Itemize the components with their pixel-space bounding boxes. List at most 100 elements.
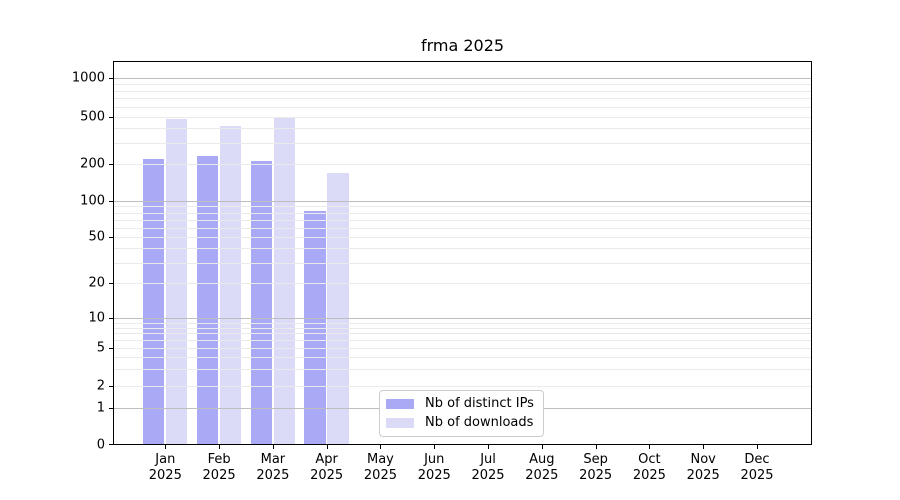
y-gridline-major: [114, 201, 811, 202]
y-gridline-minor: [114, 262, 811, 264]
y-gridline-major: [114, 318, 811, 319]
x-tick-year: 2025: [632, 468, 666, 483]
y-tick-mark: [109, 200, 113, 202]
x-axis-tick-label: May 2025: [364, 452, 397, 484]
y-axis-tick-label: 0: [96, 437, 105, 452]
y-gridline-major: [114, 78, 811, 79]
y-tick-mark: [109, 317, 113, 319]
x-tick-mark: [649, 445, 651, 449]
y-axis-tick-label: 100: [80, 193, 105, 209]
x-tick-month: Oct: [638, 452, 661, 467]
x-tick-year: 2025: [686, 468, 720, 483]
x-axis-tick-label: Jun 2025: [418, 452, 451, 484]
chart-title: frma 2025: [420, 36, 505, 55]
legend-item-downloads: Nb of downloads: [386, 415, 534, 430]
y-tick-mark: [109, 407, 113, 409]
y-gridline-minor: [114, 227, 811, 229]
x-tick-mark: [165, 445, 167, 449]
y-gridline-minor: [114, 283, 811, 284]
legend: Nb of distinct IPs Nb of downloads: [379, 390, 544, 437]
x-axis-tick-label: Mar 2025: [256, 452, 289, 484]
y-axis-tick-label: 10: [88, 310, 105, 326]
x-tick-month: Jun: [424, 452, 445, 467]
bar-ips-feb: [196, 155, 219, 444]
y-axis-tick-label: 5: [96, 340, 105, 356]
y-gridline-minor: [114, 212, 811, 214]
x-axis-tick-label: Nov 2025: [687, 452, 720, 484]
y-tick-mark: [109, 385, 113, 387]
x-tick-mark: [595, 445, 597, 449]
legend-label-downloads: Nb of downloads: [425, 415, 534, 430]
x-tick-month: Feb: [207, 452, 231, 467]
y-gridline-minor: [114, 340, 811, 342]
x-tick-mark: [434, 445, 436, 449]
bar-downloads-jan: [166, 119, 188, 444]
y-axis-tick-label: 200: [80, 156, 105, 172]
y-gridline-minor: [114, 117, 811, 118]
y-gridline-minor: [114, 237, 811, 238]
x-tick-mark: [488, 445, 490, 449]
x-tick-year: 2025: [525, 468, 559, 483]
x-tick-month: Jul: [480, 452, 496, 467]
x-axis-tick-label: Dec 2025: [740, 452, 773, 484]
legend-swatch-downloads: [386, 417, 414, 428]
x-axis-tick-label: Aug 2025: [525, 452, 558, 484]
x-tick-month: May: [367, 452, 394, 467]
x-tick-year: 2025: [202, 468, 236, 483]
y-tick-mark: [109, 116, 113, 118]
x-tick-month: Nov: [690, 452, 716, 467]
x-tick-mark: [219, 445, 221, 449]
legend-swatch-distinct-ips: [386, 398, 414, 409]
plot-area: [113, 61, 812, 445]
x-tick-year: 2025: [363, 468, 397, 483]
x-tick-month: Sep: [583, 452, 608, 467]
x-tick-month: Aug: [529, 452, 555, 467]
y-gridline-minor: [114, 357, 811, 359]
y-gridline-minor: [114, 90, 811, 92]
x-axis-tick-label: Sep 2025: [579, 452, 612, 484]
y-tick-mark: [109, 163, 113, 165]
x-tick-year: 2025: [417, 468, 451, 483]
legend-item-distinct-ips: Nb of distinct IPs: [386, 396, 534, 411]
y-gridline-minor: [114, 333, 811, 335]
x-tick-year: 2025: [740, 468, 774, 483]
y-gridline-minor: [114, 164, 811, 165]
y-axis-tick-label: 20: [88, 275, 105, 291]
y-axis-tick-label: 2: [96, 378, 105, 394]
bar-downloads-mar: [273, 118, 296, 444]
y-gridline-minor: [114, 206, 811, 208]
x-tick-month: Apr: [315, 452, 338, 467]
y-tick-mark: [109, 236, 113, 238]
x-tick-mark: [541, 445, 543, 449]
x-axis-tick-label: Jul 2025: [471, 452, 504, 484]
y-tick-mark: [109, 347, 113, 349]
y-gridline-minor: [114, 248, 811, 250]
bar-ips-mar: [250, 161, 273, 444]
y-gridline-minor: [114, 369, 811, 371]
x-tick-year: 2025: [310, 468, 344, 483]
x-tick-mark: [326, 445, 328, 449]
y-axis-tick-label: 500: [80, 109, 105, 125]
legend-label-distinct-ips: Nb of distinct IPs: [425, 396, 534, 411]
x-tick-year: 2025: [579, 468, 613, 483]
y-tick-mark: [109, 77, 113, 79]
y-gridline-minor: [114, 348, 811, 349]
y-tick-mark: [109, 444, 113, 445]
bar-downloads-feb: [219, 125, 242, 444]
y-gridline-minor: [114, 128, 811, 130]
bar-downloads-apr: [327, 172, 349, 444]
y-gridline-minor: [114, 106, 811, 108]
x-tick-year: 2025: [148, 468, 182, 483]
x-axis-tick-label: Jan 2025: [149, 452, 182, 484]
bar-ips-apr: [304, 211, 326, 444]
y-axis-tick-label: 1: [96, 400, 105, 416]
bar-ips-jan: [143, 159, 165, 444]
x-tick-mark: [756, 445, 758, 449]
y-gridline-minor: [114, 83, 811, 85]
x-tick-mark: [272, 445, 274, 449]
y-gridline-minor: [114, 386, 811, 387]
y-gridline-minor: [114, 327, 811, 329]
x-tick-month: Jan: [155, 452, 176, 467]
y-gridline-minor: [114, 98, 811, 100]
